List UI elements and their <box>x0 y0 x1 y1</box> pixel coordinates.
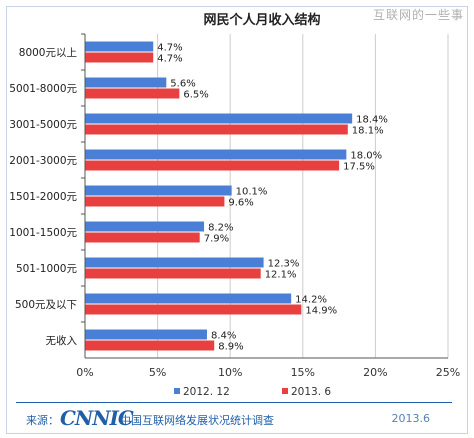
bar-2013-6 <box>85 52 154 63</box>
y-category-label: 3001-5000元 <box>9 119 77 131</box>
y-category-label: 500元及以下 <box>15 299 77 311</box>
data-label: 12.1% <box>265 270 297 281</box>
x-tick-label: 25% <box>436 366 460 379</box>
bar-2013-6 <box>85 232 200 243</box>
x-tick-label: 10% <box>218 366 242 379</box>
bar-2013-6 <box>85 160 340 171</box>
y-category-label: 无收入 <box>46 334 78 347</box>
legend-label: 2013. 6 <box>291 386 331 398</box>
data-label: 14.9% <box>305 306 337 317</box>
data-label: 10.1% <box>236 187 268 198</box>
source-label: 来源： <box>26 414 59 427</box>
cnnic-logo: CNNIC <box>60 406 134 430</box>
data-label: 14.2% <box>295 295 327 306</box>
chart-title: 网民个人月收入结构 <box>203 12 320 28</box>
bar-2012-12 <box>85 257 264 268</box>
bar-2012-12 <box>85 329 207 340</box>
footer-date: 2013.6 <box>391 412 431 425</box>
data-label: 18.0% <box>350 151 382 162</box>
data-label: 6.5% <box>183 90 208 101</box>
data-label: 9.6% <box>228 198 253 209</box>
x-tick-label: 5% <box>149 366 166 379</box>
x-tick-label: 20% <box>363 366 387 379</box>
footer: 来源： CNNIC 中国互联网络发展状况统计调查 2013.6 <box>16 406 456 432</box>
x-tick-label: 15% <box>291 366 315 379</box>
x-tick-label: 0% <box>76 366 93 379</box>
data-label: 17.5% <box>343 162 375 173</box>
data-label: 8.2% <box>208 223 233 234</box>
bar-2013-6 <box>85 340 215 351</box>
bar-2012-12 <box>85 293 292 304</box>
bar-2013-6 <box>85 304 302 315</box>
chart-frame <box>6 6 468 434</box>
data-label: 18.4% <box>356 115 388 126</box>
y-category-label: 5001-8000元 <box>9 83 77 95</box>
y-category-label: 1001-1500元 <box>9 227 77 239</box>
y-category-label: 2001-3000元 <box>9 155 77 167</box>
data-label: 12.3% <box>268 259 300 270</box>
data-label: 7.9% <box>204 234 229 245</box>
y-category-label: 8000元以上 <box>19 47 77 59</box>
legend-swatch <box>282 388 288 394</box>
bar-2013-6 <box>85 268 261 279</box>
legend-label: 2012. 12 <box>183 386 230 398</box>
y-category-label: 1501-2000元 <box>9 191 77 203</box>
data-label: 18.1% <box>352 126 384 137</box>
data-label: 5.6% <box>170 79 195 90</box>
data-label: 8.4% <box>211 331 236 342</box>
bar-2013-6 <box>85 196 225 207</box>
bar-2012-12 <box>85 149 347 160</box>
data-label: 4.7% <box>157 54 182 65</box>
data-label: 4.7% <box>157 43 182 54</box>
data-label: 8.9% <box>218 342 243 353</box>
bar-2012-12 <box>85 113 353 124</box>
bar-2012-12 <box>85 41 154 52</box>
footer-divider <box>16 402 452 403</box>
legend-swatch <box>174 388 180 394</box>
watermark-text: 互联网的一些事 <box>372 8 464 22</box>
y-category-label: 501-1000元 <box>16 263 78 275</box>
bar-2013-6 <box>85 124 348 135</box>
bar-2012-12 <box>85 77 167 88</box>
bar-2013-6 <box>85 88 180 99</box>
source-org: 中国互联网络发展状况统计调查 <box>120 414 274 427</box>
bar-2012-12 <box>85 221 205 232</box>
bar-2012-12 <box>85 185 232 196</box>
